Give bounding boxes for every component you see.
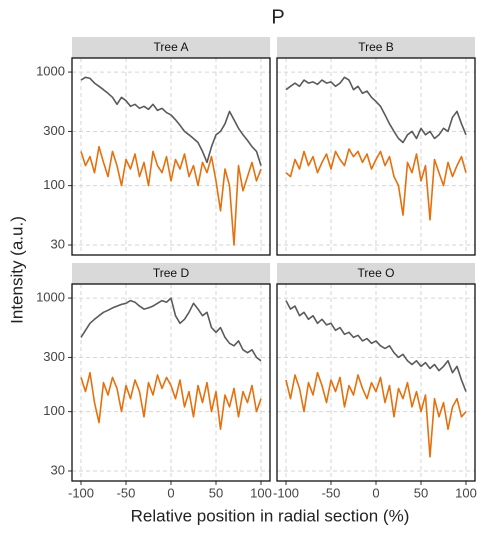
strip-background [72, 263, 270, 284]
strip-label: Tree A [154, 40, 189, 54]
x-tick-label: 0 [167, 485, 174, 500]
x-tick-label: -100 [68, 485, 94, 500]
panel-border [71, 283, 271, 482]
x-axis-label: Relative position in radial section (%) [131, 506, 410, 525]
data-line [80, 371, 262, 430]
x-tick-label: -50 [117, 485, 136, 500]
x-tick-label: 100 [250, 485, 272, 500]
y-tick-label: 100 [43, 403, 65, 418]
strip-background [72, 37, 270, 58]
y-axis-label: Intensity (a.u.) [7, 216, 26, 324]
y-tick-label: 1000 [36, 64, 65, 79]
strip-label: Tree D [153, 266, 190, 280]
strip-label: Tree O [358, 266, 395, 280]
data-line [285, 371, 467, 458]
panel-border [276, 283, 476, 482]
data-line [80, 76, 262, 166]
panel-border [71, 57, 271, 256]
strip-background [277, 37, 475, 58]
x-tick-label: 100 [455, 485, 477, 500]
x-tick-label: 50 [209, 485, 223, 500]
x-tick-label: 0 [372, 485, 379, 500]
panel-border [276, 57, 476, 256]
data-line [285, 300, 467, 392]
y-tick-label: 30 [51, 462, 65, 477]
y-tick-label: 1000 [36, 290, 65, 305]
data-line [285, 148, 467, 221]
x-tick-label: -50 [322, 485, 341, 500]
x-tick-label: -100 [273, 485, 299, 500]
x-tick-label: 50 [414, 485, 428, 500]
y-tick-label: 30 [51, 236, 65, 251]
data-line [285, 76, 467, 144]
strip-label: Tree B [358, 40, 394, 54]
strip-background [277, 263, 475, 284]
y-tick-label: 100 [43, 177, 65, 192]
chart-title: P [271, 6, 284, 28]
y-tick-label: 300 [43, 349, 65, 364]
data-line [80, 145, 262, 246]
y-tick-label: 300 [43, 123, 65, 138]
data-line [80, 297, 262, 362]
